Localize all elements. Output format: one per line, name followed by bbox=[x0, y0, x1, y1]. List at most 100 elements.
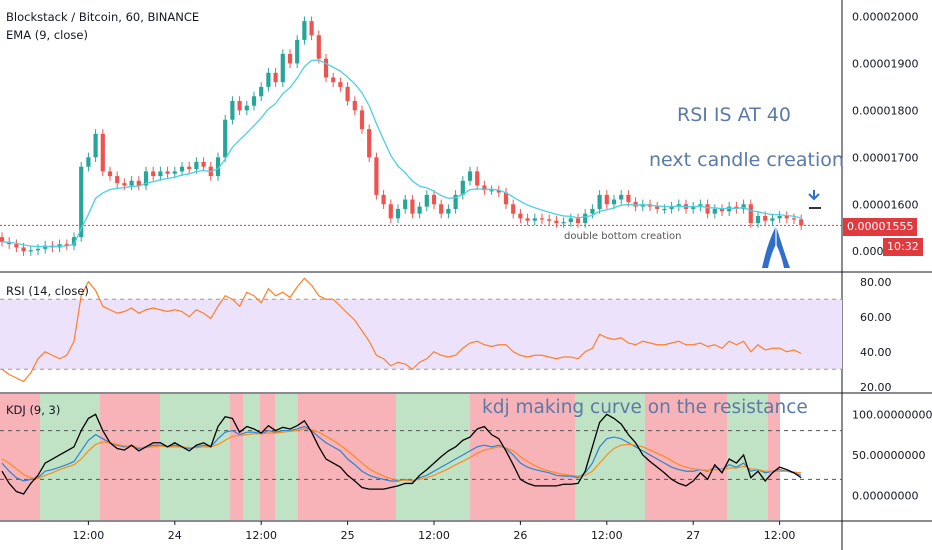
candle-body bbox=[719, 208, 725, 212]
price-axis-tick: 0.00001900 bbox=[852, 57, 918, 70]
kdj-axis-tick: 100.00000000 bbox=[852, 408, 932, 421]
candle-body bbox=[431, 194, 437, 205]
kdj-annotation: kdj making curve on the resistance bbox=[482, 397, 808, 418]
current-price-tag: 0.00001555 bbox=[843, 218, 918, 236]
candle-body bbox=[136, 180, 141, 186]
time-axis-tick: 12:00 bbox=[418, 529, 450, 542]
candle-body bbox=[467, 171, 473, 181]
candle-body bbox=[71, 237, 77, 246]
candle-body bbox=[705, 204, 710, 214]
rsi-axis-tick: 20.00 bbox=[860, 381, 892, 394]
candle-body bbox=[115, 176, 120, 184]
time-axis-tick: 24 bbox=[168, 529, 182, 542]
candle-body bbox=[590, 208, 595, 214]
candle-body bbox=[482, 185, 487, 191]
candle-body bbox=[460, 180, 465, 195]
candle-body bbox=[302, 21, 307, 40]
candle-body bbox=[194, 162, 199, 170]
candle-body bbox=[280, 54, 285, 83]
kdj-zone bbox=[470, 394, 575, 520]
candle-body bbox=[100, 133, 105, 172]
candle-body bbox=[287, 54, 293, 64]
candle-body bbox=[86, 157, 91, 167]
candle-body bbox=[201, 162, 206, 167]
candle-body bbox=[763, 216, 768, 221]
ema-line bbox=[1, 59, 802, 248]
kdj-axis-tick: 0.00000000 bbox=[852, 490, 918, 503]
kdj-zone bbox=[575, 394, 645, 520]
rsi-axis-tick: 60.00 bbox=[860, 311, 892, 324]
candle-body bbox=[165, 171, 170, 174]
candle-body bbox=[532, 218, 537, 221]
rsi-legend[interactable]: RSI (14, close) bbox=[6, 284, 89, 298]
kdj-zone bbox=[160, 394, 230, 520]
time-axis-tick: 12:00 bbox=[591, 529, 623, 542]
time-axis-tick: 25 bbox=[341, 529, 355, 542]
candle-body bbox=[525, 218, 530, 221]
kdj-zone bbox=[0, 394, 40, 520]
candle-body bbox=[331, 77, 336, 83]
candle-body bbox=[784, 216, 789, 219]
candle-body bbox=[28, 250, 33, 252]
kdj-zone bbox=[275, 394, 298, 520]
candle-body bbox=[395, 208, 401, 219]
price-axis-tick: 0.00001700 bbox=[852, 151, 918, 164]
candle-body bbox=[338, 82, 343, 87]
kdj-legend[interactable]: KDJ (9, 3) bbox=[6, 403, 61, 417]
rsi-axis-tick: 40.00 bbox=[860, 346, 892, 359]
candle-body bbox=[626, 194, 631, 202]
rsi-line bbox=[1, 277, 802, 383]
candle-body bbox=[223, 119, 228, 158]
candle-body bbox=[129, 180, 134, 186]
candle-body bbox=[619, 194, 624, 200]
rsi-band bbox=[0, 299, 842, 370]
rsi-annotation: RSI IS AT 40 bbox=[677, 104, 791, 126]
kdj-zone bbox=[645, 394, 727, 520]
candle-body bbox=[633, 201, 638, 207]
candle-body bbox=[568, 218, 573, 223]
kdj-zone bbox=[298, 394, 396, 520]
candle-body bbox=[172, 171, 177, 174]
symbol-title[interactable]: Blockstack / Bitcoin, 60, BINANCE bbox=[6, 10, 200, 24]
double-bottom-annotation: double bottom creation bbox=[564, 231, 682, 242]
candle-body bbox=[158, 171, 163, 177]
candle-body bbox=[403, 199, 408, 209]
candle-body bbox=[230, 100, 235, 120]
time-axis-tick: 12:00 bbox=[764, 529, 796, 542]
candle-body bbox=[359, 110, 365, 130]
candle-body bbox=[611, 199, 617, 205]
kdj-zone bbox=[230, 394, 243, 520]
candle-body bbox=[151, 171, 156, 177]
candle-body bbox=[410, 199, 415, 214]
rsi-axis-tick: 80.00 bbox=[860, 276, 892, 289]
candle-body bbox=[244, 105, 249, 111]
kdj-d-line bbox=[1, 428, 802, 481]
candle-body bbox=[446, 208, 451, 214]
kdj-zone bbox=[396, 394, 470, 520]
candle-body bbox=[770, 218, 775, 221]
candle-body bbox=[777, 216, 782, 219]
candle-body bbox=[352, 100, 357, 111]
candle-body bbox=[295, 39, 300, 64]
candle-body bbox=[439, 204, 444, 214]
candle-body bbox=[251, 96, 257, 106]
candle-body bbox=[179, 166, 185, 172]
candle-body bbox=[417, 206, 422, 214]
time-axis-tick: 12:00 bbox=[245, 529, 277, 542]
candle-body bbox=[273, 72, 278, 83]
candle-body bbox=[309, 21, 314, 36]
candle-body bbox=[43, 245, 48, 249]
candle-body bbox=[791, 218, 797, 220]
candle-body bbox=[604, 194, 609, 205]
candle-body bbox=[583, 213, 588, 224]
ema-legend[interactable]: EMA (9, close) bbox=[6, 28, 88, 42]
candle-body bbox=[35, 248, 41, 251]
candle-body bbox=[748, 204, 753, 224]
candle-body bbox=[187, 166, 192, 170]
candle-body bbox=[575, 218, 581, 224]
price-axis-tick: 0.00001800 bbox=[852, 104, 918, 117]
kdj-zone bbox=[100, 394, 160, 520]
candle-body bbox=[597, 194, 602, 209]
candle-body bbox=[323, 58, 329, 78]
